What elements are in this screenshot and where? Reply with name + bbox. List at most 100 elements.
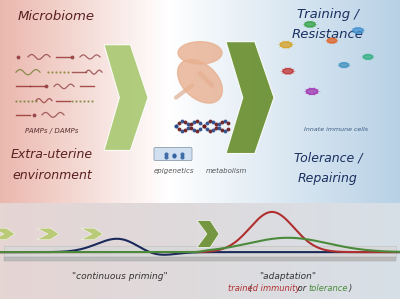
Text: (: (: [248, 284, 252, 293]
Polygon shape: [278, 42, 283, 44]
Polygon shape: [310, 20, 312, 22]
Polygon shape: [197, 221, 219, 247]
Polygon shape: [312, 94, 315, 96]
Polygon shape: [332, 37, 334, 39]
Polygon shape: [4, 257, 396, 261]
Polygon shape: [312, 87, 315, 89]
Polygon shape: [286, 47, 289, 49]
Polygon shape: [356, 26, 358, 28]
Polygon shape: [291, 69, 295, 70]
Polygon shape: [342, 61, 344, 63]
Polygon shape: [366, 59, 368, 61]
Polygon shape: [303, 91, 307, 92]
Polygon shape: [281, 69, 285, 70]
Polygon shape: [281, 72, 285, 74]
Polygon shape: [288, 67, 290, 69]
Polygon shape: [4, 246, 396, 257]
Text: Resistance: Resistance: [292, 28, 364, 42]
Polygon shape: [335, 42, 338, 43]
Polygon shape: [347, 63, 350, 64]
Polygon shape: [362, 55, 365, 56]
Circle shape: [280, 42, 292, 48]
Polygon shape: [291, 72, 295, 74]
Polygon shape: [315, 89, 320, 91]
Polygon shape: [310, 26, 312, 28]
Text: epigenetics: epigenetics: [154, 168, 194, 174]
Polygon shape: [308, 20, 310, 22]
Polygon shape: [309, 94, 312, 96]
Text: trained immunity: trained immunity: [228, 284, 300, 293]
Polygon shape: [286, 73, 288, 75]
Polygon shape: [368, 53, 370, 55]
Polygon shape: [362, 58, 365, 59]
Polygon shape: [344, 67, 346, 69]
Text: or: or: [295, 284, 309, 293]
Polygon shape: [286, 67, 288, 69]
Text: Training /: Training /: [297, 8, 359, 21]
Circle shape: [178, 42, 222, 64]
Circle shape: [353, 28, 363, 33]
Polygon shape: [366, 53, 368, 55]
Polygon shape: [315, 92, 320, 94]
Text: ): ): [348, 284, 352, 293]
Polygon shape: [362, 30, 366, 31]
Polygon shape: [303, 25, 307, 27]
Polygon shape: [361, 31, 365, 33]
Polygon shape: [286, 40, 289, 42]
Polygon shape: [0, 228, 15, 240]
Text: Microbiome: Microbiome: [18, 10, 94, 23]
Polygon shape: [308, 26, 310, 28]
Text: metabolism: metabolism: [205, 168, 247, 174]
Polygon shape: [350, 30, 354, 31]
Circle shape: [283, 68, 293, 74]
Polygon shape: [347, 66, 350, 67]
Polygon shape: [289, 46, 294, 48]
Polygon shape: [332, 42, 334, 44]
Text: "continuous priming": "continuous priming": [72, 272, 168, 281]
Polygon shape: [303, 22, 307, 23]
Polygon shape: [313, 25, 317, 27]
Polygon shape: [288, 73, 290, 75]
Polygon shape: [361, 28, 365, 30]
Polygon shape: [368, 59, 370, 61]
Text: PAMPs / DAMPs: PAMPs / DAMPs: [25, 128, 79, 134]
Polygon shape: [37, 228, 59, 240]
Polygon shape: [277, 44, 281, 45]
Text: environment: environment: [12, 169, 92, 182]
Text: Innate immune cells: Innate immune cells: [304, 127, 368, 132]
Polygon shape: [356, 33, 358, 35]
Polygon shape: [326, 42, 329, 43]
Polygon shape: [309, 87, 312, 89]
Polygon shape: [314, 24, 318, 25]
Polygon shape: [104, 45, 148, 150]
Polygon shape: [342, 67, 344, 69]
Polygon shape: [302, 24, 306, 25]
Polygon shape: [371, 58, 374, 59]
Text: Repairing: Repairing: [298, 172, 358, 185]
Circle shape: [327, 38, 337, 43]
Polygon shape: [304, 92, 309, 94]
Text: Extra-uterine: Extra-uterine: [11, 148, 93, 161]
Polygon shape: [313, 22, 317, 23]
Polygon shape: [358, 33, 360, 35]
Polygon shape: [226, 42, 274, 153]
Polygon shape: [344, 61, 346, 63]
Polygon shape: [330, 37, 332, 39]
Polygon shape: [336, 40, 340, 41]
Polygon shape: [326, 38, 329, 40]
Polygon shape: [278, 46, 283, 48]
Polygon shape: [283, 47, 286, 49]
Polygon shape: [304, 89, 309, 91]
Polygon shape: [335, 38, 338, 40]
Polygon shape: [81, 228, 103, 240]
Polygon shape: [317, 91, 321, 92]
Circle shape: [305, 22, 315, 27]
Polygon shape: [338, 63, 341, 64]
FancyBboxPatch shape: [154, 147, 192, 161]
Polygon shape: [289, 42, 294, 44]
Polygon shape: [291, 44, 295, 45]
Polygon shape: [351, 28, 355, 30]
Polygon shape: [351, 31, 355, 33]
Polygon shape: [338, 66, 341, 67]
Polygon shape: [371, 55, 374, 56]
